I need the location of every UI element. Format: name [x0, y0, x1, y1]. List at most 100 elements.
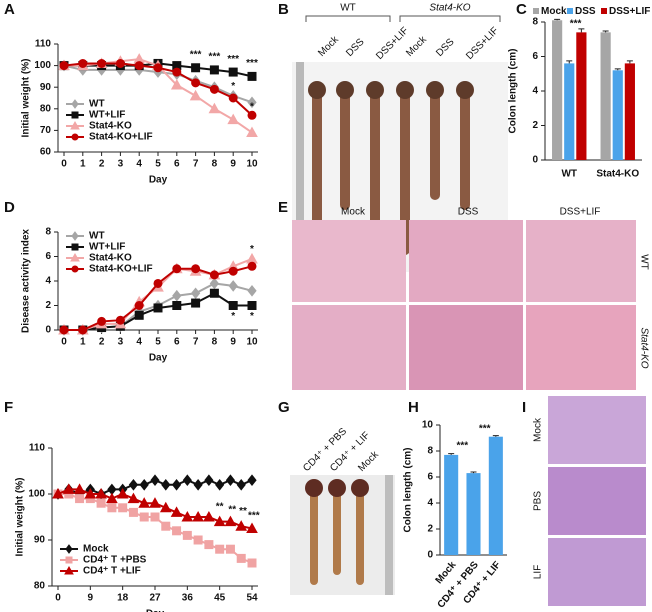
x-tick-label: 7 [193, 337, 199, 348]
y-axis-title: Colon length (cm) [508, 49, 519, 134]
ruler [296, 62, 304, 272]
marker [78, 325, 88, 335]
x-tick-label: 0 [61, 159, 67, 170]
marker [159, 501, 172, 513]
marker [208, 102, 221, 114]
group-label: Stat4-KO [429, 3, 470, 14]
marker [71, 231, 79, 241]
x-tick-label: 1 [80, 337, 86, 348]
x-tick-label: 10 [246, 337, 258, 348]
panel-letter: C [516, 1, 527, 18]
marker [150, 512, 160, 522]
legend-label: CD4⁺ T +LIF [83, 566, 141, 577]
marker [189, 89, 202, 101]
y-tick-label: 4 [532, 86, 538, 97]
histology-image [409, 220, 523, 302]
y-tick-label: 0 [532, 155, 538, 166]
histology-image [292, 220, 406, 302]
sample-label: Mock [356, 449, 381, 474]
sample-label: Mock [316, 34, 341, 59]
marker [193, 535, 203, 545]
marker [247, 474, 257, 487]
marker [106, 492, 118, 504]
marker [170, 79, 183, 90]
x-tick-label: 27 [149, 593, 161, 604]
marker [65, 544, 73, 554]
x-tick-label: 36 [182, 593, 194, 604]
row-label: LIF [533, 565, 544, 579]
marker [182, 530, 192, 540]
marker [193, 478, 203, 491]
marker [191, 78, 201, 88]
y-tick-label: 6 [532, 51, 538, 62]
marker [192, 510, 204, 522]
marker [75, 494, 85, 504]
histology-image [292, 305, 406, 390]
marker [236, 553, 246, 563]
annotation: *** [479, 424, 491, 435]
marker [64, 565, 74, 575]
marker [215, 544, 225, 554]
marker [59, 325, 69, 335]
marker [182, 474, 192, 487]
sample-label: DSS [344, 36, 367, 59]
marker [191, 264, 201, 274]
column-label: DSS+LIF [560, 207, 601, 218]
column-label: Mock [341, 207, 366, 218]
panel-letter: A [4, 1, 15, 18]
marker [236, 478, 246, 491]
marker [224, 515, 237, 527]
marker [228, 266, 238, 276]
y-tick-label: 80 [34, 581, 46, 592]
bar [488, 436, 503, 555]
annotation: *** [248, 510, 260, 521]
x-tick-label: 10 [246, 159, 258, 170]
y-tick-label: 0 [427, 550, 433, 561]
error-bar [470, 471, 477, 474]
marker [71, 265, 79, 273]
panel-letter: E [278, 199, 288, 216]
marker [228, 67, 238, 77]
marker [153, 278, 163, 288]
annotation: * [250, 311, 254, 322]
sample-label: DSS+LIF [374, 25, 411, 62]
marker [161, 521, 171, 531]
legend-label: CD4⁺ T +PBS [83, 555, 147, 566]
marker [209, 65, 219, 75]
marker [225, 544, 235, 554]
y-tick-label: 100 [34, 60, 51, 71]
marker [97, 58, 107, 68]
ruler [385, 475, 393, 595]
marker [191, 63, 201, 73]
annotation: *** [570, 18, 582, 29]
sample-label: Mock [404, 34, 429, 59]
x-tick-label: WT [561, 169, 577, 180]
legend-swatch [567, 8, 573, 14]
annotation: *** [246, 58, 258, 69]
marker [190, 287, 201, 300]
x-tick-label: 9 [88, 593, 94, 604]
x-tick-label: 3 [118, 337, 124, 348]
legend-label: Mock [83, 544, 109, 555]
y-tick-label: 110 [29, 443, 46, 454]
marker [170, 506, 183, 517]
x-tick-label: 8 [212, 337, 218, 348]
x-tick-label: 4 [136, 337, 142, 348]
histology-image [526, 305, 636, 390]
bar [600, 32, 611, 160]
histology-image [548, 396, 646, 464]
marker [96, 498, 106, 508]
marker [247, 301, 257, 310]
histology-image [409, 305, 523, 390]
marker [204, 540, 214, 550]
marker [71, 243, 79, 251]
annotation: * [231, 311, 235, 322]
marker [172, 289, 182, 302]
legend-label: DSS+LIF [609, 6, 650, 17]
annotation: * [250, 244, 254, 255]
annotation: *** [227, 54, 239, 65]
annotation: *** [209, 52, 221, 63]
legend-label: Mock [541, 6, 567, 17]
panel-letter: F [4, 399, 13, 416]
